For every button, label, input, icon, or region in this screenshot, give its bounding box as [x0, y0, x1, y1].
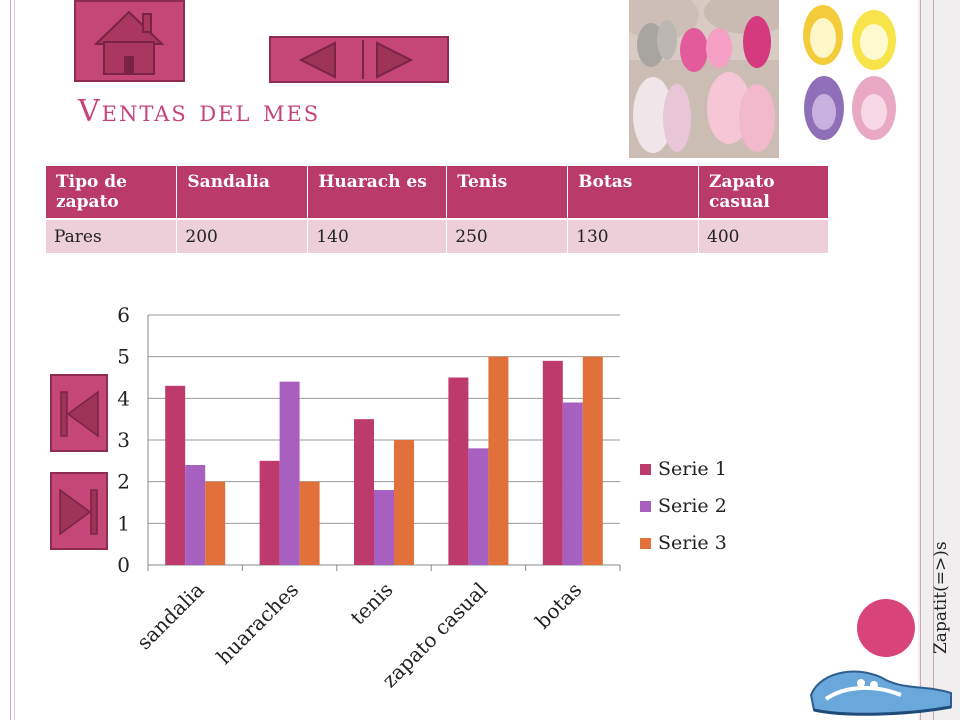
last-slide-button[interactable]: [50, 472, 108, 550]
table-cell: 200: [176, 219, 309, 253]
y-tick-label: 1: [117, 511, 130, 535]
footer-text: Zapatit(=>)s: [931, 541, 951, 654]
right-border-line-inner: [933, 0, 934, 720]
decorative-circle: [857, 599, 915, 657]
bar: [259, 460, 280, 565]
prev-next-nav: [269, 36, 449, 83]
home-icon: [93, 10, 165, 75]
bar: [165, 385, 186, 565]
legend-swatch: [640, 501, 651, 512]
shoes-photo: [629, 0, 779, 158]
table-header-row: Tipo de zapato Sandalia Huarach es Tenis…: [46, 166, 829, 220]
x-tick-label: botas: [530, 578, 586, 634]
skip-last-icon: [59, 488, 98, 536]
bar: [542, 360, 563, 565]
table-cell: 400: [698, 219, 829, 253]
sandals-image: [798, 0, 908, 150]
bar: [299, 481, 320, 565]
bar: [374, 490, 394, 565]
slide-title: Ventas del mes: [78, 94, 321, 129]
legend-label: Serie 3: [658, 532, 727, 554]
first-slide-button[interactable]: [50, 374, 108, 452]
bar: [562, 402, 583, 565]
x-tick-label: huaraches: [212, 578, 303, 669]
bar: [488, 356, 509, 565]
table-header-cell: Tenis: [446, 166, 569, 220]
bar: [582, 356, 603, 565]
table-header-cell: Huarach es: [307, 166, 448, 220]
bar: [185, 465, 206, 565]
sneaker-illustration: [806, 655, 956, 720]
table-cell: 130: [567, 219, 700, 253]
left-border-line-inner: [14, 0, 15, 720]
y-tick-label: 0: [117, 553, 130, 577]
bar: [394, 440, 414, 565]
bar: [448, 377, 469, 565]
legend-swatch: [640, 464, 651, 475]
legend-label: Serie 2: [658, 495, 727, 517]
bar: [468, 448, 489, 565]
y-tick-label: 5: [117, 345, 130, 369]
y-tick-label: 6: [117, 303, 130, 327]
arrow-left-icon[interactable]: [298, 41, 336, 79]
bar: [279, 381, 300, 565]
y-tick-label: 3: [117, 428, 130, 452]
table-cell: Pares: [46, 219, 178, 253]
legend-label: Serie 1: [658, 458, 727, 480]
x-tick-label: tenis: [346, 578, 398, 630]
table-header-cell: Sandalia: [176, 166, 309, 220]
bar: [354, 419, 374, 565]
y-tick-label: 2: [117, 470, 130, 494]
home-button[interactable]: [74, 0, 185, 82]
nav-arrows: [298, 40, 414, 79]
right-border-line: [920, 0, 921, 720]
skip-first-icon: [60, 390, 99, 438]
bar: [205, 481, 226, 565]
legend-swatch: [640, 538, 651, 549]
table-cell: 250: [446, 219, 569, 253]
y-tick-label: 4: [117, 386, 130, 410]
x-tick-label: sandalia: [132, 578, 209, 655]
table-header-cell: Botas: [567, 166, 700, 220]
sales-table: Tipo de zapato Sandalia Huarach es Tenis…: [46, 166, 829, 253]
arrow-right-icon[interactable]: [376, 41, 414, 79]
table-row: Pares 200 140 250 130 400: [46, 219, 829, 253]
table-header-cell: Tipo de zapato: [46, 166, 178, 220]
table-header-cell: Zapato casual: [698, 166, 829, 220]
left-border-line: [10, 0, 11, 720]
right-border-strip: [918, 0, 960, 720]
table-cell: 140: [307, 219, 448, 253]
footer-label: Zapatit(=>)s: [926, 520, 956, 660]
